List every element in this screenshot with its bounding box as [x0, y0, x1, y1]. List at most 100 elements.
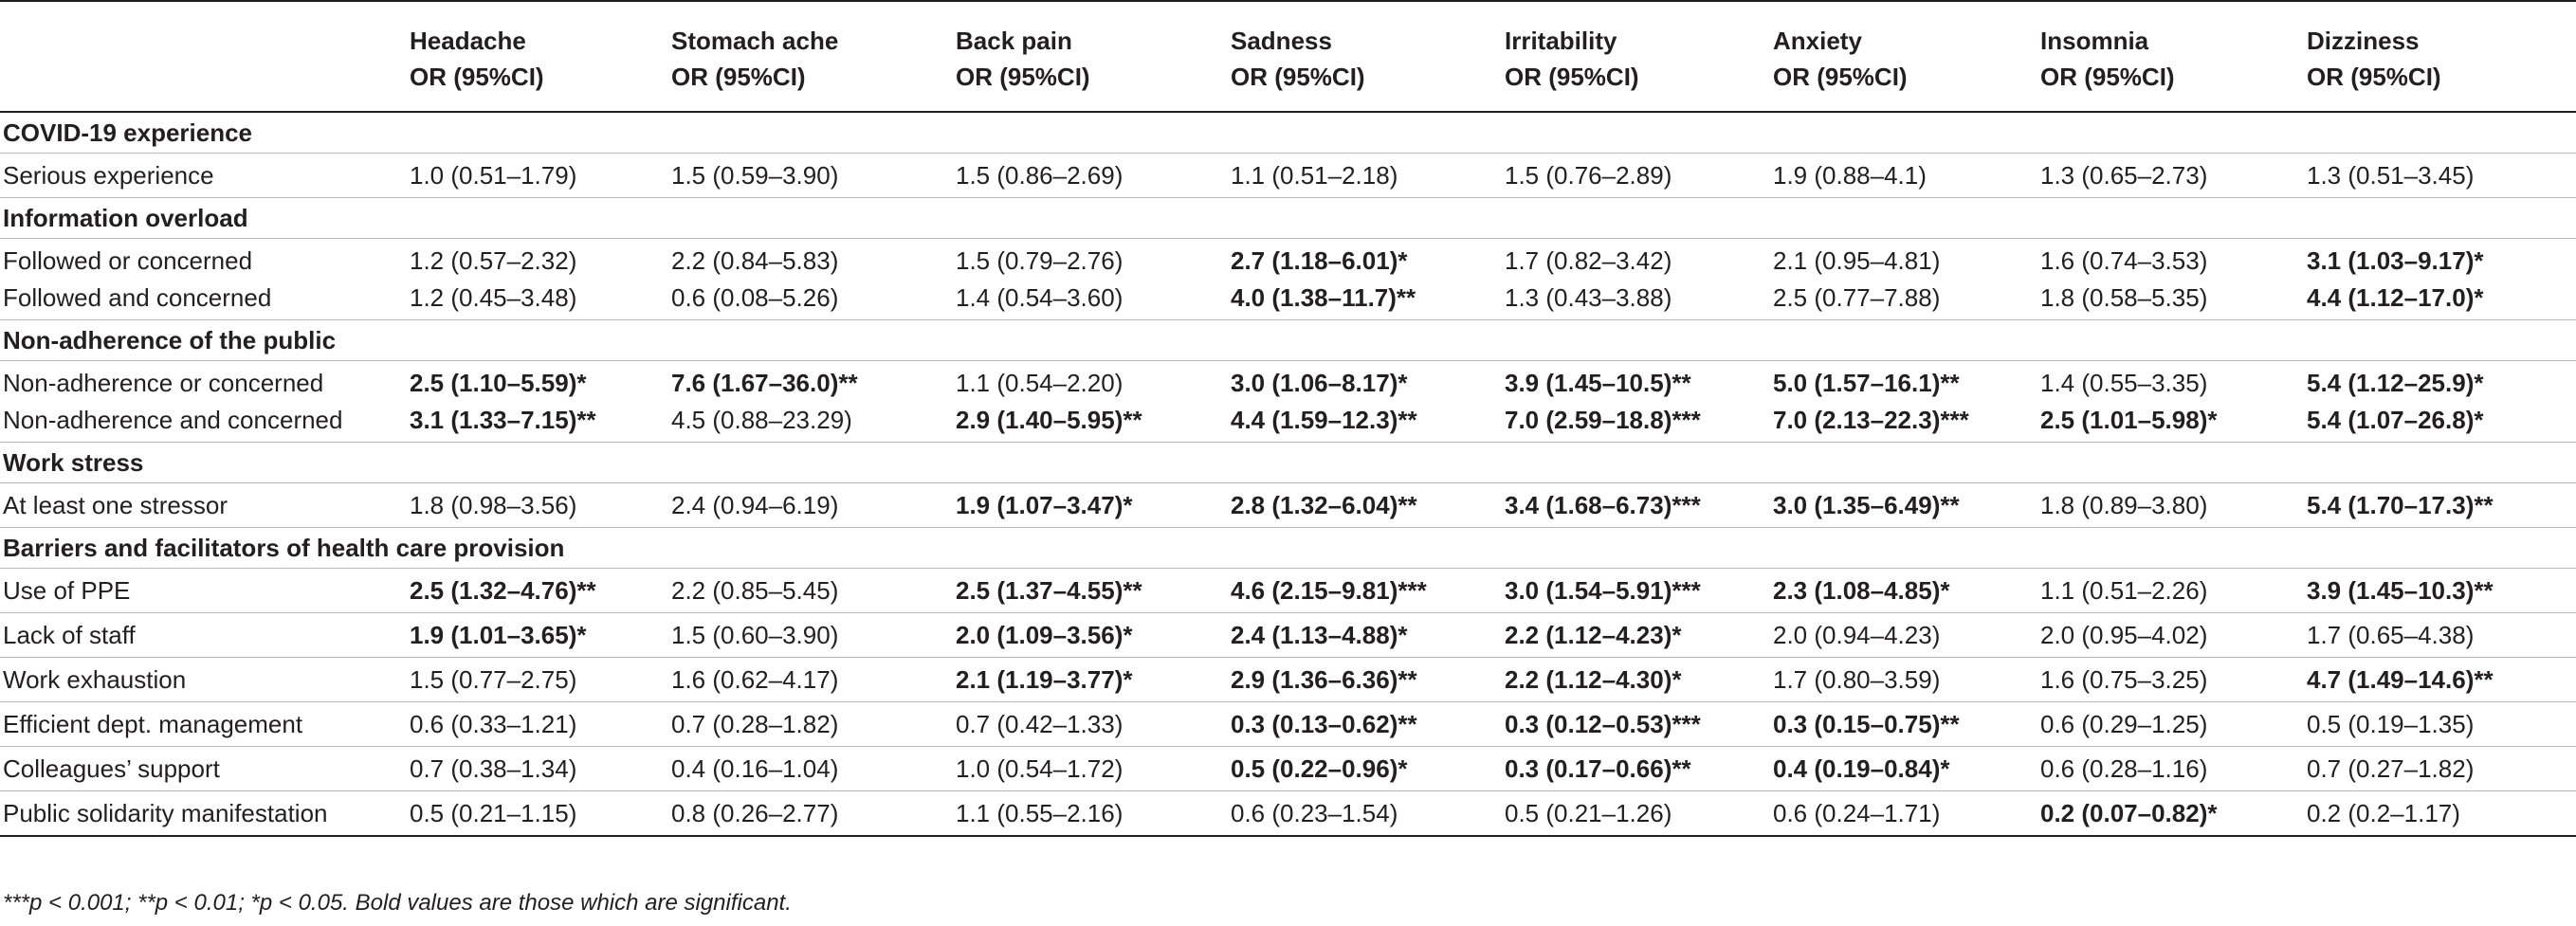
cell-value: 1.8 (0.58–5.35)	[2040, 283, 2208, 312]
table-cell: 0.6 (0.29–1.25)	[2040, 701, 2307, 747]
section-header-row: COVID-19 experience	[0, 112, 2576, 154]
table-row: Use of PPE 2.5 (1.32–4.76)** 2.2 (0.85–5.4…	[0, 568, 2576, 613]
table-cell: 3.0 (1.06–8.17)*	[1231, 361, 1505, 403]
header-back-pain: Back pain OR (95%CI)	[956, 0, 1231, 113]
significant-value: 4.0 (1.38–11.7)**	[1231, 283, 1416, 312]
table-cell: 3.0 (1.54–5.91)***	[1505, 568, 1773, 613]
table-cell: 2.1 (0.95–4.81)	[1773, 239, 2040, 281]
section-header-row: Work stress	[0, 442, 2576, 483]
table-cell: 1.7 (0.65–4.38)	[2307, 612, 2576, 658]
table-cell: 2.5 (0.77–7.88)	[1773, 280, 2040, 320]
cell-value: 0.6 (0.08–5.26)	[671, 283, 839, 312]
significant-value: 2.0 (1.09–3.56)*	[956, 621, 1133, 649]
row-label: Non-adherence or concerned	[3, 369, 324, 397]
cell-value: 1.1 (0.51–2.18)	[1231, 161, 1398, 190]
table-cell: 1.1 (0.55–2.16)	[956, 790, 1231, 837]
table-cell: 5.4 (1.12–25.9)*	[2307, 361, 2576, 403]
cell-value: 1.4 (0.54–3.60)	[956, 283, 1124, 312]
table-row: Efficient dept. management 0.6 (0.33–1.21…	[0, 701, 2576, 747]
table-cell: 1.0 (0.54–1.72)	[956, 746, 1231, 791]
table-cell: 3.9 (1.45–10.3)**	[2307, 568, 2576, 613]
table-cell: 1.2 (0.57–2.32)	[410, 239, 671, 281]
table-cell: 5.4 (1.70–17.3)**	[2307, 482, 2576, 528]
table-cell: 0.7 (0.42–1.33)	[956, 701, 1231, 747]
table-cell: 0.2 (0.07–0.82)*	[2040, 790, 2307, 837]
cell-value: 1.5 (0.77–2.75)	[410, 665, 577, 694]
cell-value: 1.1 (0.55–2.16)	[956, 799, 1124, 827]
column-subtitle: OR (95%CI)	[956, 63, 1090, 91]
table-cell: 2.5 (1.32–4.76)**	[410, 568, 671, 613]
row-label: Non-adherence and concerned	[0, 402, 410, 443]
cell-value: 0.7 (0.27–1.82)	[2307, 754, 2475, 783]
column-name: Anxiety	[1773, 27, 1862, 55]
table-cell: 0.3 (0.13–0.62)**	[1231, 701, 1505, 747]
significant-value: 2.3 (1.08–4.85)*	[1773, 576, 1950, 605]
header-stomach-ache: Stomach ache OR (95%CI)	[671, 0, 956, 113]
table-cell: 1.9 (1.01–3.65)*	[410, 612, 671, 658]
significant-value: 0.3 (0.13–0.62)**	[1231, 710, 1417, 738]
significant-value: 3.4 (1.68–6.73)***	[1505, 491, 1701, 519]
table-cell: 0.7 (0.38–1.34)	[410, 746, 671, 791]
cell-value: 1.3 (0.51–3.45)	[2307, 161, 2475, 190]
table-row: At least one stressor 1.8 (0.98–3.56) 2.4 …	[0, 482, 2576, 528]
table-cell: 1.6 (0.62–4.17)	[671, 657, 956, 702]
table-cell: 2.2 (0.85–5.45)	[671, 568, 956, 613]
table-cell: 1.4 (0.55–3.35)	[2040, 361, 2307, 403]
table-cell: 4.6 (2.15–9.81)***	[1231, 568, 1505, 613]
significant-value: 2.5 (1.01–5.98)*	[2040, 406, 2218, 434]
table-cell: 1.9 (0.88–4.1)	[1773, 153, 2040, 198]
significant-value: 5.4 (1.07–26.8)*	[2307, 406, 2484, 434]
significant-value: 5.4 (1.70–17.3)**	[2307, 491, 2494, 519]
table-cell: 2.1 (1.19–3.77)*	[956, 657, 1231, 702]
table-cell: 0.3 (0.17–0.66)**	[1505, 746, 1773, 791]
significant-value: 4.7 (1.49–14.6)**	[2307, 665, 2494, 694]
table-cell: 1.4 (0.54–3.60)	[956, 280, 1231, 320]
column-name: Back pain	[956, 27, 1072, 55]
table-row: Followed or concerned 1.2 (0.57–2.32) 2.2 …	[0, 239, 2576, 281]
cell-value: 1.1 (0.54–2.20)	[956, 369, 1124, 397]
cell-value: 1.6 (0.75–3.25)	[2040, 665, 2208, 694]
table-cell: 2.5 (1.10–5.59)*	[410, 361, 671, 403]
table-cell: 7.0 (2.13–22.3)***	[1773, 402, 2040, 443]
header-insomnia: Insomnia OR (95%CI)	[2040, 0, 2307, 113]
cell-value: 0.4 (0.16–1.04)	[671, 754, 839, 783]
table-cell: 5.4 (1.07–26.8)*	[2307, 402, 2576, 443]
section-header-row: Information overload	[0, 197, 2576, 239]
significant-value: 1.9 (1.07–3.47)*	[956, 491, 1133, 519]
header-irritability: Irritability OR (95%CI)	[1505, 0, 1773, 113]
cell-value: 1.2 (0.45–3.48)	[410, 283, 577, 312]
table-cell: 1.8 (0.98–3.56)	[410, 482, 671, 528]
cell-value: 1.0 (0.51–1.79)	[410, 161, 577, 190]
table-row: Serious experience 1.0 (0.51–1.79) 1.5 (0.…	[0, 153, 2576, 198]
table-cell: 1.0 (0.51–1.79)	[410, 153, 671, 198]
table-cell: 1.5 (0.86–2.69)	[956, 153, 1231, 198]
cell-value: 1.5 (0.59–3.90)	[671, 161, 839, 190]
significant-value: 2.9 (1.36–6.36)**	[1231, 665, 1417, 694]
cell-value: 0.7 (0.28–1.82)	[671, 710, 839, 738]
significant-value: 5.0 (1.57–16.1)**	[1773, 369, 1960, 397]
table-row: Non-adherence and concerned 3.1 (1.33–7.1…	[0, 402, 2576, 443]
row-label: Followed and concerned	[0, 280, 410, 320]
table-body: COVID-19 experience Serious experience 1.0…	[0, 112, 2576, 837]
significant-value: 7.6 (1.67–36.0)**	[671, 369, 858, 397]
table-cell: 2.0 (1.09–3.56)*	[956, 612, 1231, 658]
table-cell: 1.3 (0.65–2.73)	[2040, 153, 2307, 198]
table-cell: 0.5 (0.21–1.15)	[410, 790, 671, 837]
table-cell: 1.5 (0.79–2.76)	[956, 239, 1231, 281]
table-cell: 0.5 (0.19–1.35)	[2307, 701, 2576, 747]
table-cell: 4.7 (1.49–14.6)**	[2307, 657, 2576, 702]
cell-value: 0.7 (0.38–1.34)	[410, 754, 577, 783]
table-cell: 3.0 (1.35–6.49)**	[1773, 482, 2040, 528]
cell-value: 1.4 (0.55–3.35)	[2040, 369, 2208, 397]
significant-value: 2.8 (1.32–6.04)**	[1231, 491, 1417, 519]
cell-value: 2.5 (0.77–7.88)	[1773, 283, 1941, 312]
table-cell: 1.6 (0.74–3.53)	[2040, 239, 2307, 281]
table-cell: 4.0 (1.38–11.7)**	[1231, 280, 1505, 320]
table-cell: 1.1 (0.51–2.18)	[1231, 153, 1505, 198]
column-name: Sadness	[1231, 27, 1332, 55]
table-cell: 2.2 (1.12–4.23)*	[1505, 612, 1773, 658]
cell-value: 2.2 (0.85–5.45)	[671, 576, 839, 605]
table-cell: 2.9 (1.40–5.95)**	[956, 402, 1231, 443]
column-subtitle: OR (95%CI)	[2040, 63, 2175, 91]
significant-value: 0.3 (0.17–0.66)**	[1505, 754, 1691, 783]
